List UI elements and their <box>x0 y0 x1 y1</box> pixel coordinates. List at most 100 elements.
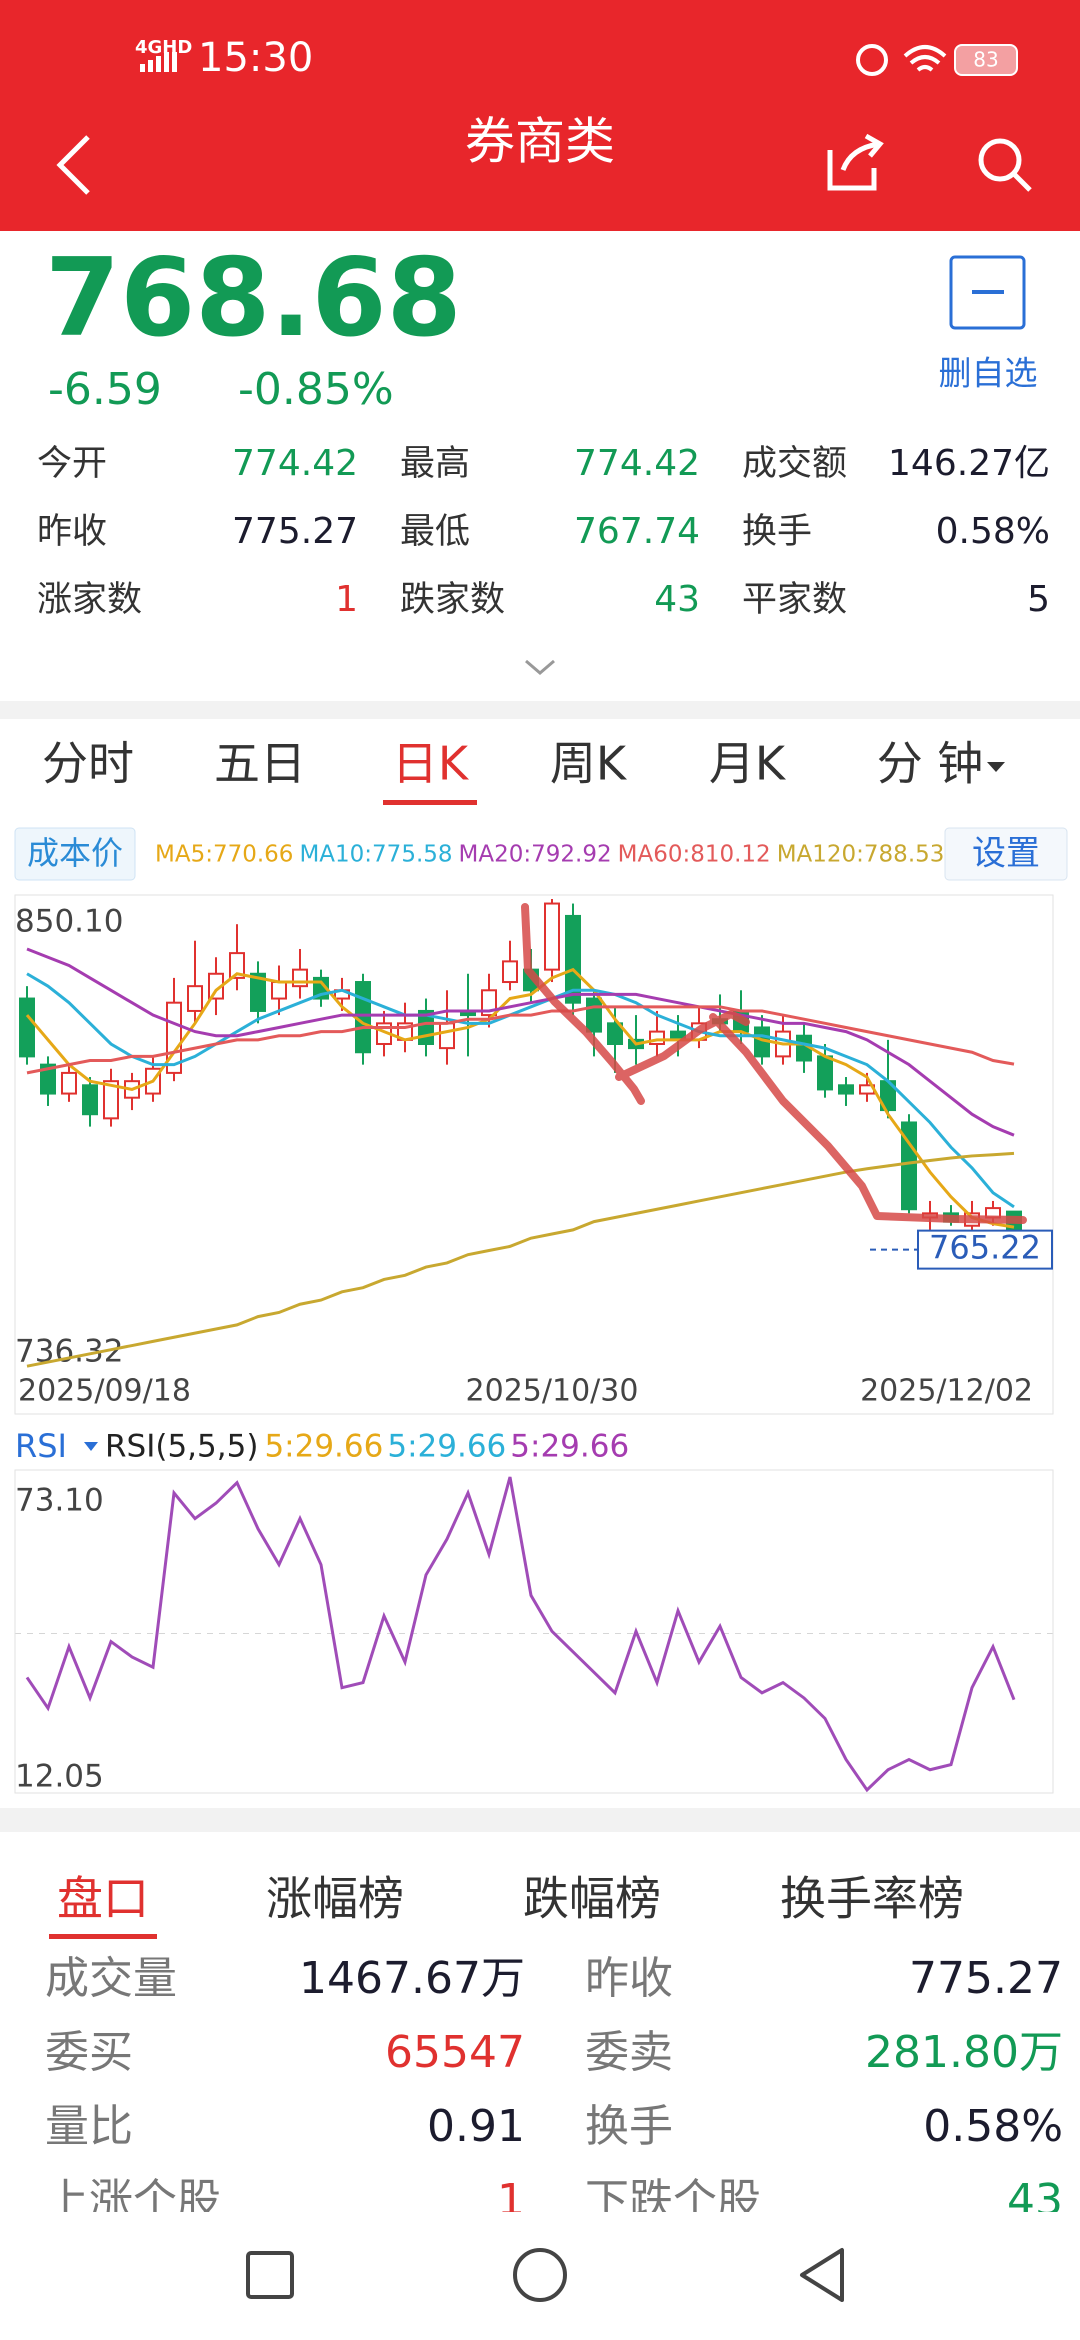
watchlist-icon[interactable] <box>949 255 1026 330</box>
share-button[interactable] <box>827 133 884 191</box>
y-tick-label: 12.05 <box>15 1759 104 1795</box>
index-price: 768.68 <box>45 236 462 361</box>
panel-value: 775.27 <box>909 1953 1063 2004</box>
cost-button-bg <box>14 827 136 881</box>
candle-body <box>838 1084 854 1095</box>
rsi-name[interactable]: RSI <box>15 1427 67 1465</box>
candle-body <box>607 1022 623 1045</box>
stat-label: 昨收 <box>37 512 107 552</box>
stat-value: 5 <box>1027 579 1050 620</box>
expand-button[interactable] <box>525 659 555 675</box>
chart-tab[interactable]: 分 钟 <box>877 737 984 791</box>
stat-value: 767.74 <box>574 511 700 552</box>
divider <box>0 1808 1080 1832</box>
cost-button[interactable]: 成本价 <box>27 834 123 872</box>
panel-value: 0.58% <box>923 2101 1063 2152</box>
stat-value: 774.42 <box>232 443 358 484</box>
last-price-box <box>917 1229 1053 1270</box>
candle-body <box>229 952 245 979</box>
stat-value: 774.42 <box>574 443 700 484</box>
battery-icon <box>954 44 1018 76</box>
alarm-icon <box>856 44 888 76</box>
ma-legend-item: MA10:775.58 <box>299 842 452 868</box>
ma-line <box>25 967 1015 1229</box>
page-title: 券商类 <box>465 113 615 171</box>
x-date-label: 2025/10/30 <box>466 1374 639 1409</box>
candle-body <box>271 981 287 1000</box>
chart-tab[interactable]: 月K <box>709 737 787 791</box>
candle-body <box>250 972 266 1012</box>
stat-label: 最高 <box>400 444 470 484</box>
candle-body <box>61 1071 77 1095</box>
candle-body <box>502 960 518 984</box>
y-tick-label: 850.10 <box>15 904 123 940</box>
panel-tab[interactable]: 盘口 <box>57 1872 149 1926</box>
recents-button[interactable] <box>246 2251 294 2299</box>
stat-value: 775.27 <box>232 511 358 552</box>
candle-body <box>82 1084 98 1116</box>
nav-bar <box>0 2223 1080 2340</box>
panel-value: 1467.67万 <box>299 1953 525 2004</box>
ma-legend-item: MA60:810.12 <box>618 842 771 868</box>
index-change: -6.59 <box>48 364 162 415</box>
candle-body <box>544 902 560 971</box>
x-date-label: 2025/09/18 <box>18 1374 191 1409</box>
clock: 15:30 <box>198 35 313 81</box>
tab-underline <box>383 800 477 805</box>
home-button[interactable] <box>513 2248 567 2302</box>
chart-tab[interactable]: 分时 <box>42 737 134 791</box>
back-button[interactable] <box>56 135 90 195</box>
ma-legend-item: MA120:788.53 <box>777 842 945 868</box>
panel-label: 上涨个股 <box>45 2175 221 2226</box>
stat-label: 涨家数 <box>37 580 142 620</box>
signal-icon <box>140 52 177 72</box>
index-change-pct: -0.85% <box>238 364 394 415</box>
stat-label: 今开 <box>37 444 107 484</box>
stat-label: 平家数 <box>742 580 847 620</box>
panel-label: 委卖 <box>585 2027 673 2078</box>
panel-label: 成交量 <box>45 1953 177 2004</box>
y-tick-label: 73.10 <box>15 1483 104 1519</box>
wifi-icon <box>903 45 947 72</box>
chart-tab[interactable]: 周K <box>550 737 628 791</box>
panel-label: 量比 <box>45 2101 133 2152</box>
stat-value: 146.27亿 <box>888 443 1050 484</box>
panel-value: 1 <box>497 2175 525 2226</box>
chart-tab[interactable]: 五日 <box>214 737 306 791</box>
rsi-legend-item: 5:29.66 <box>510 1429 629 1465</box>
panel-value: 0.91 <box>427 2101 525 2152</box>
panel-tab[interactable]: 跌幅榜 <box>523 1872 661 1926</box>
rsi-params: RSI(5,5,5) <box>105 1429 258 1465</box>
stat-value: 43 <box>654 579 700 620</box>
panel-tab[interactable]: 涨幅榜 <box>266 1872 404 1926</box>
candle-body <box>586 997 602 1033</box>
chart-tab[interactable]: 日K <box>392 737 470 791</box>
rsi-chart: RSI RSI(5,5,5) 5:29.66 5:29.66 5:29.6673.101… <box>15 1427 1053 1795</box>
header-bg <box>0 0 1080 231</box>
stat-label: 换手 <box>742 512 812 552</box>
panel-value: 281.80万 <box>865 2027 1063 2078</box>
settings-button-bg <box>944 827 1068 881</box>
watchlist-button[interactable]: 删自选 <box>939 354 1038 393</box>
candle-body <box>19 997 35 1058</box>
ma-legend: MA5:770.66 MA10:775.58 MA20:792.92 MA60:810… <box>155 842 944 868</box>
ma-legend-item: MA20:792.92 <box>459 842 612 868</box>
search-button[interactable] <box>978 138 1032 192</box>
rsi-legend-item: 5:29.66 <box>264 1429 383 1465</box>
panel-tab[interactable]: 换手率榜 <box>780 1872 964 1926</box>
x-date-label: 2025/12/02 <box>860 1374 1033 1409</box>
chart-tabs: 分时 五日 日K 周K 月K 分 钟 <box>42 737 984 805</box>
settings-button[interactable]: 设置 <box>972 834 1040 874</box>
network-label: 4GHD <box>135 37 192 58</box>
kline-frame <box>14 894 1054 1415</box>
candle-body <box>292 968 308 988</box>
ma-line <box>26 1005 1015 1075</box>
back-nav-button[interactable] <box>800 2248 844 2302</box>
candle-body <box>565 914 581 1004</box>
panel-label: 换手 <box>585 2101 673 2152</box>
